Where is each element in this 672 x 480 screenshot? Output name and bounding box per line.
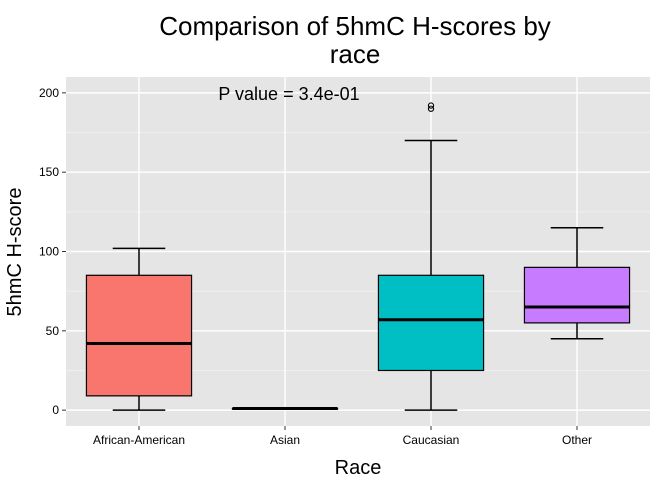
box-asian [231, 407, 339, 411]
x-tick-label: Caucasian [403, 433, 460, 447]
x-tick-label: Other [562, 433, 592, 447]
y-tick-label: 200 [39, 86, 59, 100]
y-tick-label: 150 [39, 165, 59, 179]
outlier-point [427, 102, 435, 109]
box-african-american [85, 247, 193, 411]
x-axis: African-American Asian Caucasian Other [93, 426, 592, 447]
chart-title-line-1: Comparison of 5hmC H-scores by [159, 11, 551, 41]
iqr-box [85, 274, 193, 397]
x-tick-label: African-American [93, 433, 185, 447]
y-tick-label: 50 [46, 324, 60, 338]
box-series [85, 102, 631, 411]
box-other [523, 226, 631, 340]
y-tick-label: 0 [52, 403, 59, 417]
y-tick-label: 100 [39, 245, 59, 259]
y-axis-title: 5hmC H-score [4, 188, 26, 317]
iqr-box [377, 274, 485, 372]
x-axis-title: Race [335, 457, 382, 479]
box-caucasian [377, 102, 485, 411]
iqr-box [523, 266, 631, 324]
x-tick-label: Asian [270, 433, 300, 447]
chart-title-line-2: race [330, 39, 381, 69]
y-axis: 0 50 100 150 200 [39, 86, 66, 417]
outlier-point [427, 105, 435, 112]
p-value-annotation: P value = 3.4e-01 [218, 84, 359, 104]
